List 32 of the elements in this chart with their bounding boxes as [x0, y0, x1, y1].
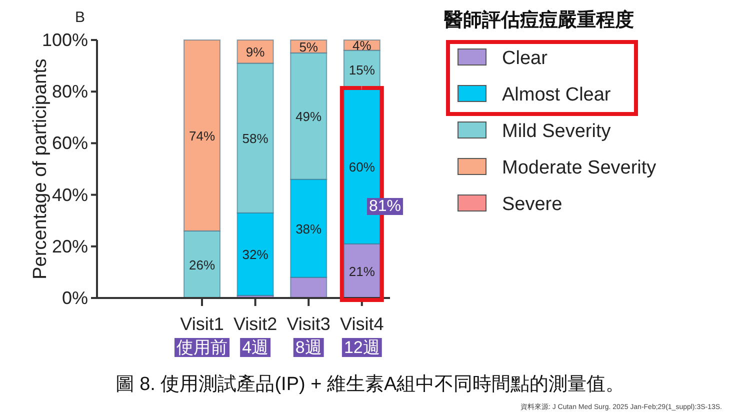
data-label: 5%: [299, 39, 318, 54]
x-tick-label: Visit2 4週: [233, 314, 278, 357]
x-tick-label: Visit4 12週: [340, 314, 384, 357]
data-label: 26%: [188, 257, 216, 272]
data-label: 60%: [348, 159, 376, 174]
data-label: 32%: [242, 247, 269, 262]
data-label: 38%: [296, 221, 322, 236]
legend-label: Clear: [502, 48, 548, 69]
text: B: [75, 9, 86, 26]
data-label: 49%: [296, 109, 322, 124]
y-tick-label: 100%: [42, 30, 88, 50]
data-label: 74%: [188, 128, 216, 144]
y-tick-label: 80%: [52, 82, 88, 102]
x-tick-label: Visit1 使用前: [176, 314, 228, 357]
y-tick-label: 40%: [52, 184, 88, 205]
data-label: 4%: [352, 38, 372, 54]
annotation: 81%: [369, 198, 402, 215]
y-axis-title: Percentage of participants: [30, 58, 51, 280]
data-label: 9%: [246, 44, 266, 60]
x-tick-label: Visit3 8週: [286, 314, 330, 357]
legend-label: Mild Severity: [502, 121, 612, 142]
legend-title: 醫師評估痘痘嚴重程度: [444, 9, 634, 31]
data-label: 15%: [348, 62, 376, 78]
data-label: 58%: [242, 131, 269, 146]
y-tick-label: 0%: [62, 288, 88, 308]
y-tick-label: 60%: [52, 133, 88, 154]
y-tick-label: 20%: [52, 236, 88, 256]
data-label: 21%: [348, 264, 376, 279]
caption: 圖 8. 使用測試產品(IP) + 維生素A組中不同時間點的測量值。: [115, 374, 625, 395]
legend-label: Severe: [502, 194, 562, 215]
legend-label: Almost Clear: [502, 84, 612, 106]
legend-label: Moderate Severity: [502, 158, 657, 178]
